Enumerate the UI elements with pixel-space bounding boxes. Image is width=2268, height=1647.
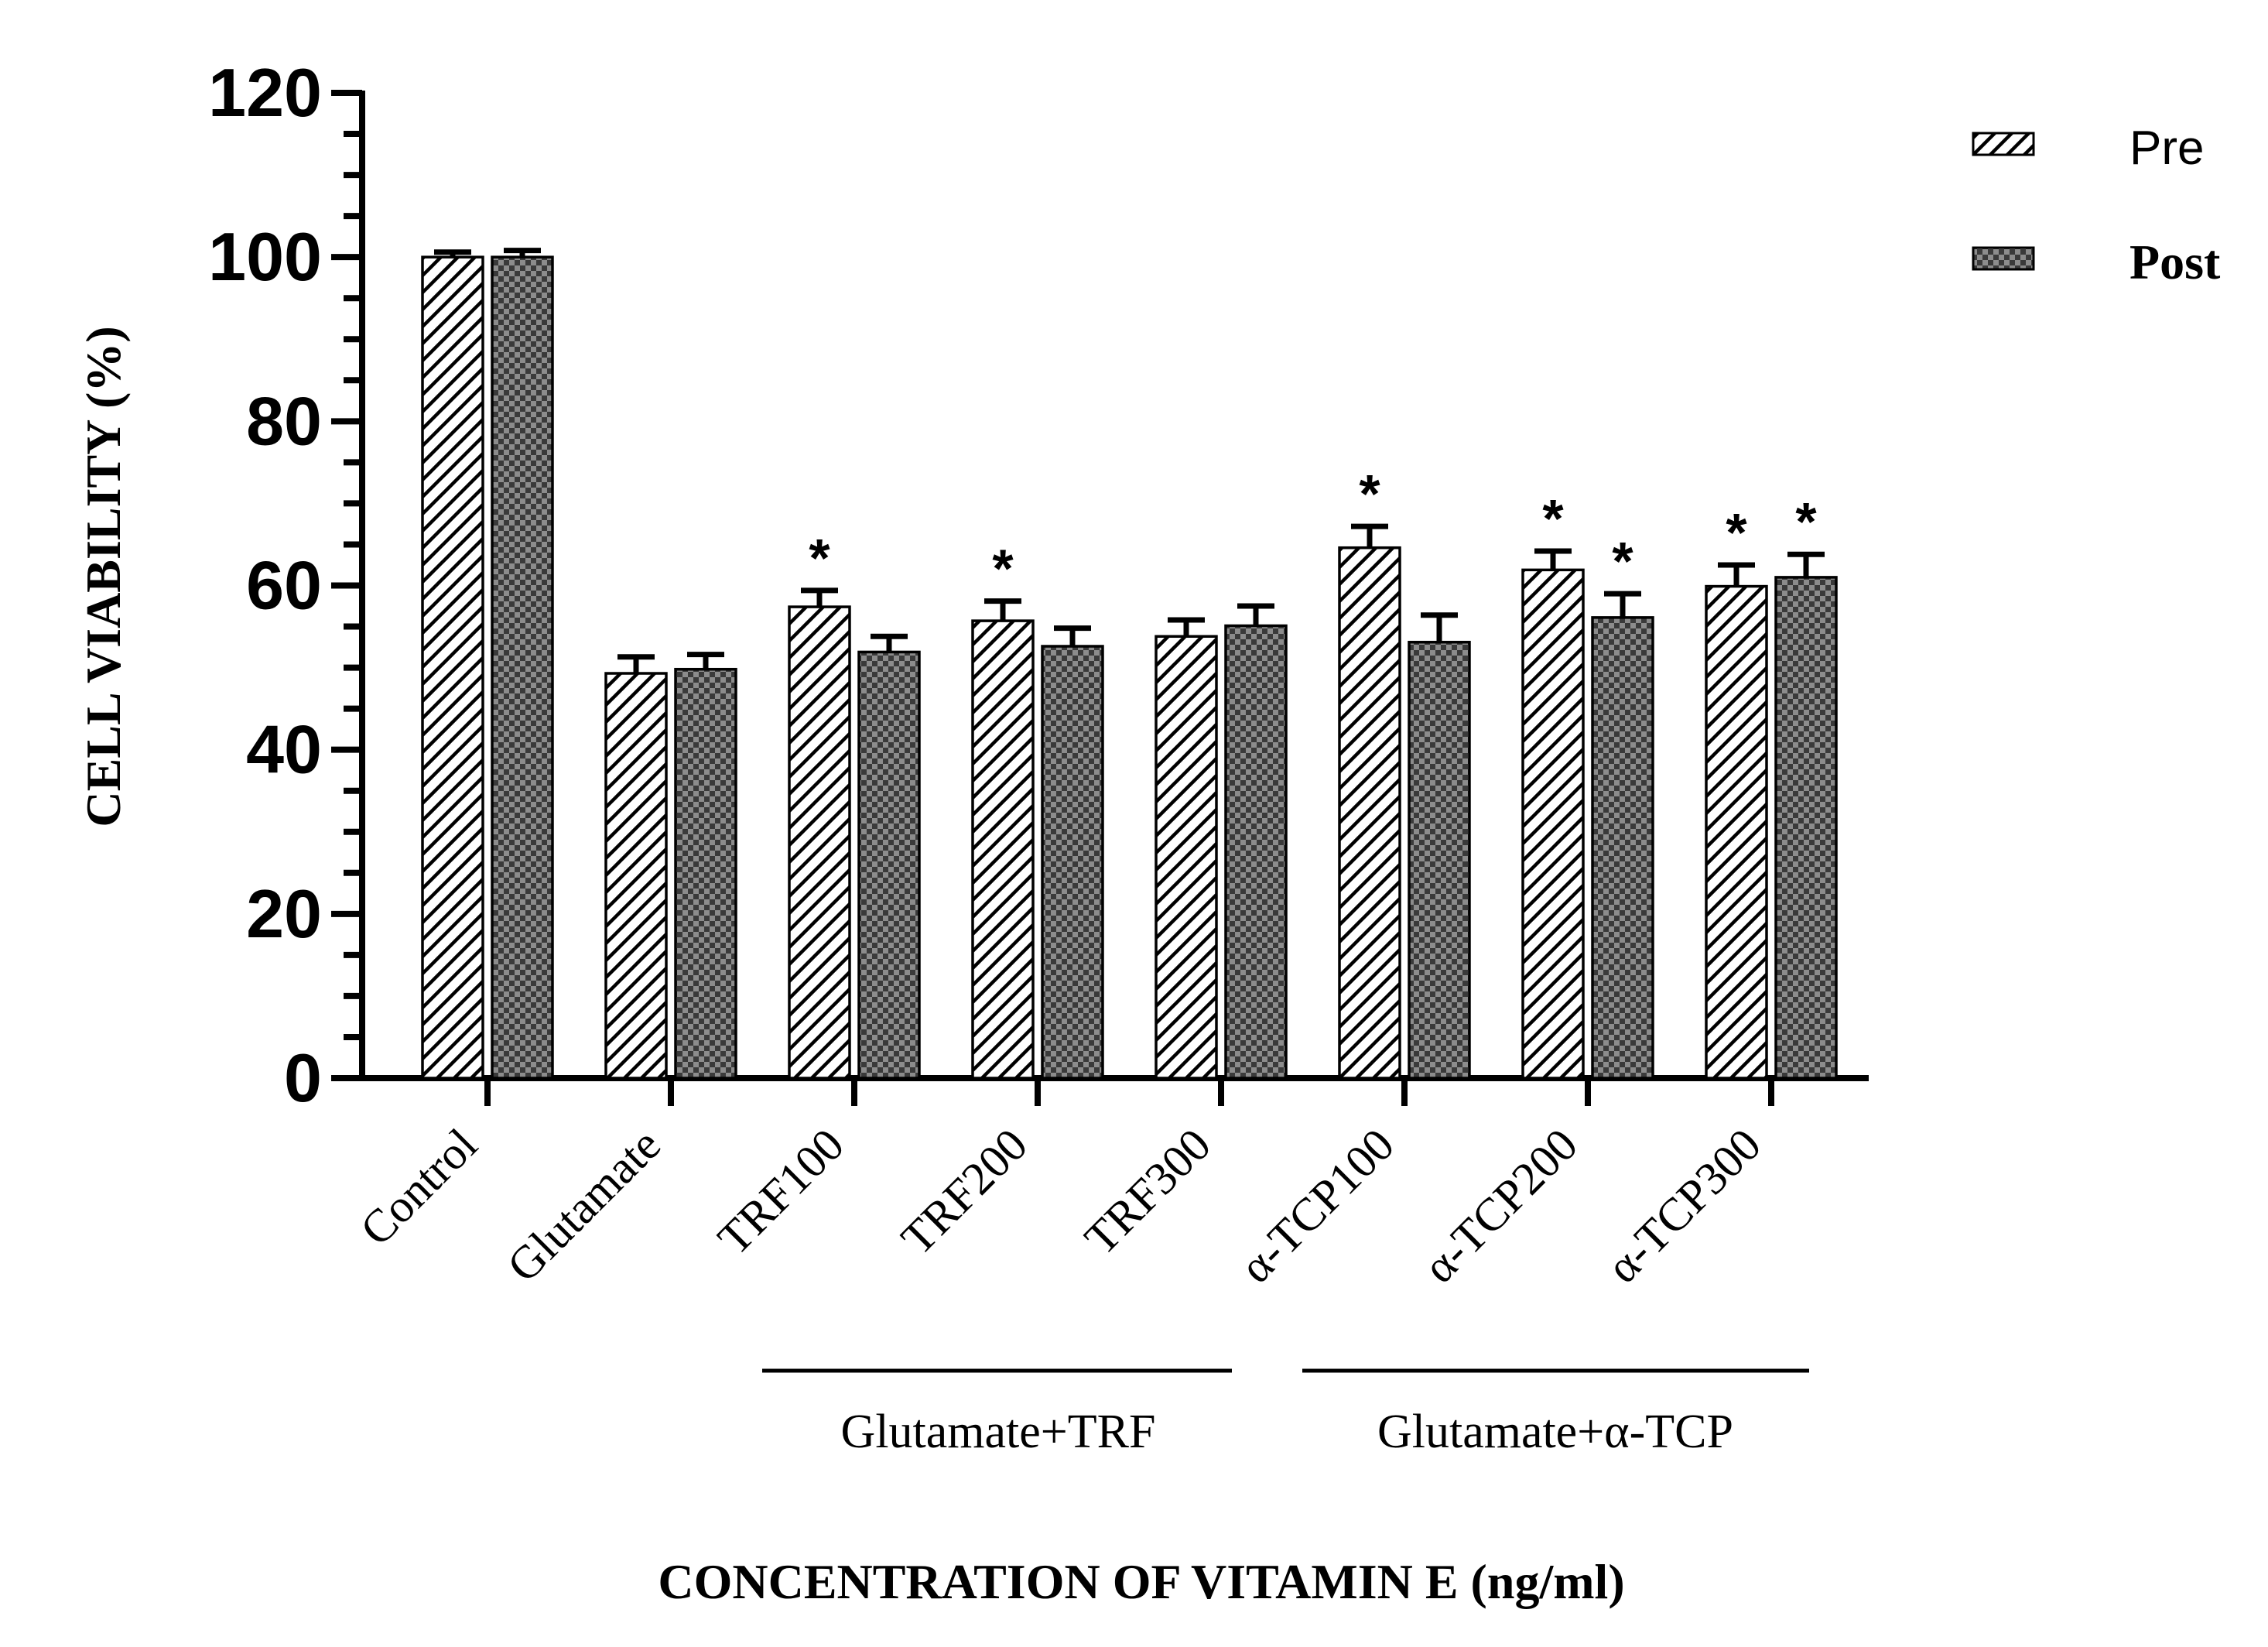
bar-pre — [1705, 584, 1768, 1080]
y-tick-label: 60 — [246, 547, 322, 624]
bars — [421, 248, 1838, 1080]
significance-marker: * — [1542, 488, 1564, 549]
bar-post — [1224, 624, 1288, 1080]
significance-marker: * — [1726, 502, 1747, 563]
y-tick-label: 120 — [208, 54, 322, 131]
significance-marker: * — [809, 528, 830, 588]
bar-post — [1591, 616, 1654, 1080]
y-tick-label: 80 — [246, 382, 322, 459]
bar-pre — [604, 672, 668, 1080]
bar-post — [857, 650, 921, 1080]
bar-post — [674, 667, 737, 1080]
bar-pre — [1521, 568, 1585, 1080]
y-tick-label: 0 — [284, 1039, 322, 1116]
significance-marker: * — [992, 539, 1014, 599]
significance-marker: * — [1359, 464, 1380, 524]
y-tick-label: 40 — [246, 711, 322, 788]
legend: Pre Post — [1972, 122, 2221, 289]
bar-post — [1774, 576, 1838, 1080]
legend-label-pre: Pre — [2129, 122, 2204, 175]
bar-pre — [788, 605, 851, 1080]
x-tick-label: TRF300 — [1075, 1119, 1220, 1265]
y-tick-label: 20 — [246, 875, 322, 952]
x-axis-label: CONCENTRATION OF VITAMIN E (ng/ml) — [658, 1554, 1624, 1609]
group-label-tcp: Glutamate+α-TCP — [1377, 1406, 1733, 1458]
legend-label-post: Post — [2129, 235, 2221, 289]
y-tick-label: 100 — [208, 218, 322, 295]
x-tick-label: α-TCP200 — [1414, 1119, 1587, 1293]
bar-pre — [1155, 635, 1218, 1080]
bar-post — [1041, 645, 1104, 1080]
x-tick-label: Glutamate — [498, 1119, 670, 1292]
legend-swatch-pre — [1972, 132, 2035, 156]
x-tick-label: α-TCP100 — [1230, 1119, 1404, 1293]
bar-pre — [1338, 546, 1401, 1080]
legend-swatch-post — [1972, 246, 2035, 271]
x-tick-label: Control — [351, 1119, 487, 1255]
bar-pre — [421, 255, 484, 1080]
significance-marker: * — [1795, 491, 1817, 552]
x-tick-label: α-TCP300 — [1597, 1119, 1770, 1293]
significance-marker: * — [1612, 531, 1633, 591]
bar-post — [1408, 640, 1471, 1080]
bar-post — [491, 255, 554, 1080]
x-tick-label: TRF100 — [708, 1119, 853, 1265]
group-label-trf: Glutamate+TRF — [841, 1406, 1156, 1458]
bar-pre — [971, 619, 1035, 1080]
x-tick-label: TRF200 — [891, 1119, 1037, 1265]
y-axis-label: CELL VIABILITY (%) — [76, 326, 131, 827]
